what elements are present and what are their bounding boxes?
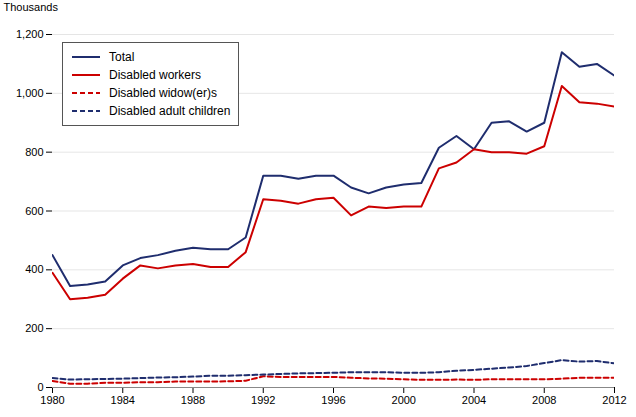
svg-text:1,200: 1,200 bbox=[16, 28, 44, 40]
svg-text:800: 800 bbox=[25, 146, 43, 158]
html-text:Disabled adult children: Disabled adult children bbox=[109, 104, 231, 118]
svg-text:1992: 1992 bbox=[251, 394, 275, 406]
svg-text:1988: 1988 bbox=[181, 394, 205, 406]
html-text:Total: Total bbox=[109, 50, 135, 64]
svg-text:Thousands: Thousands bbox=[4, 1, 59, 13]
svg-text:1996: 1996 bbox=[321, 394, 345, 406]
svg-text:1984: 1984 bbox=[111, 394, 135, 406]
html-text:Disabled widow(er)s: Disabled widow(er)s bbox=[109, 86, 217, 100]
svg-text:1980: 1980 bbox=[40, 394, 64, 406]
svg-text:200: 200 bbox=[25, 322, 43, 334]
svg-text:1,000: 1,000 bbox=[16, 87, 44, 99]
svg-text:400: 400 bbox=[25, 263, 43, 275]
svg-text:2004: 2004 bbox=[462, 394, 486, 406]
svg-text:2012: 2012 bbox=[602, 394, 626, 406]
svg-text:0: 0 bbox=[37, 381, 43, 393]
svg-text:2000: 2000 bbox=[392, 394, 416, 406]
svg-text:600: 600 bbox=[25, 205, 43, 217]
html-text:Disabled workers: Disabled workers bbox=[109, 68, 201, 82]
svg-text:2008: 2008 bbox=[532, 394, 556, 406]
